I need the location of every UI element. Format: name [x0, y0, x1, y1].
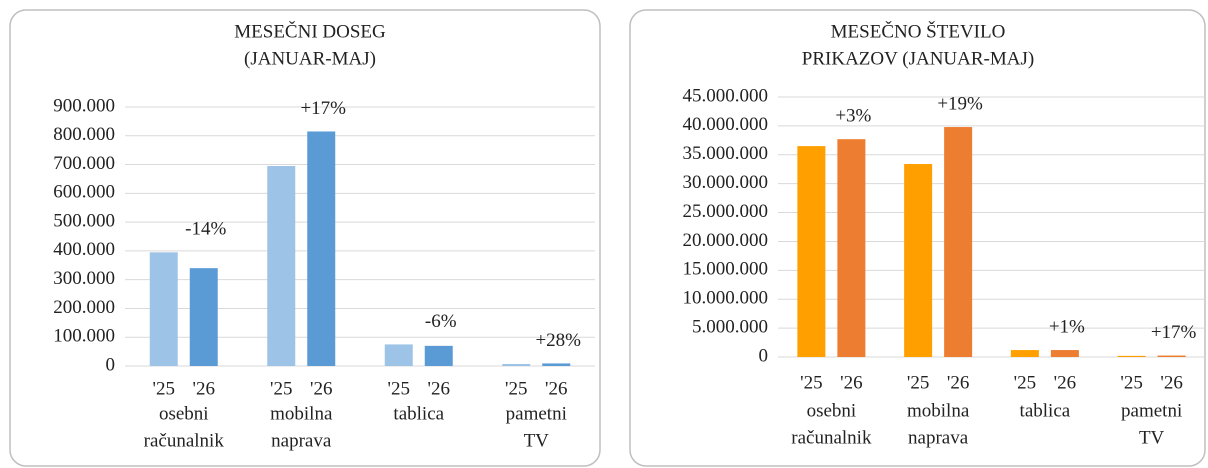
change-label: +28% — [535, 330, 581, 351]
y-tick-label: 100.000 — [53, 326, 115, 347]
bar — [267, 165, 296, 366]
y-tick-label: 45.000.000 — [683, 85, 769, 106]
y-tick-label: 0 — [759, 345, 769, 366]
y-tick-label: 400.000 — [53, 239, 115, 260]
y-tick-label: 300.000 — [53, 268, 115, 289]
bar — [307, 131, 336, 366]
x-tick-label: naprava — [271, 430, 332, 451]
series-label: '25 — [505, 378, 527, 399]
bar — [837, 139, 866, 357]
series-label: '26 — [1054, 372, 1076, 393]
series-label: '25 — [270, 378, 292, 399]
y-tick-label: 200.000 — [53, 297, 115, 318]
y-tick-label: 40.000.000 — [683, 114, 769, 135]
change-label: +17% — [1151, 322, 1197, 343]
y-tick-label: 700.000 — [53, 153, 115, 174]
x-tick-label: osebni — [807, 400, 857, 421]
chart-title: PRIKAZOV (JANUAR-MAJ) — [802, 48, 1034, 69]
bar — [542, 363, 571, 366]
y-tick-label: 0 — [106, 354, 116, 375]
chart-title: (JANUAR-MAJ) — [244, 48, 376, 69]
change-label: +1% — [1049, 316, 1085, 337]
y-tick-label: 500.000 — [53, 210, 115, 231]
bar — [944, 127, 973, 358]
series-label: '25 — [388, 378, 410, 399]
series-label: '25 — [800, 372, 822, 393]
series-label: '26 — [428, 378, 450, 399]
bar — [424, 345, 453, 366]
change-label: +19% — [937, 93, 983, 114]
series-label: '26 — [840, 372, 862, 393]
series-label: '26 — [193, 378, 215, 399]
x-tick-label: osebni — [159, 403, 209, 424]
x-tick-label: pametni — [1121, 400, 1182, 421]
x-tick-label: TV — [524, 430, 550, 451]
series-label: '26 — [310, 378, 332, 399]
y-tick-label: 15.000.000 — [683, 259, 769, 280]
bar — [502, 363, 531, 366]
x-tick-label: računalnik — [791, 427, 872, 448]
change-label: +3% — [835, 106, 871, 127]
x-tick-label: računalnik — [144, 430, 225, 451]
x-tick-label: naprava — [908, 427, 969, 448]
series-label: '25 — [1120, 372, 1142, 393]
bar — [1010, 350, 1039, 357]
y-tick-label: 20.000.000 — [683, 230, 769, 251]
series-label: '26 — [1160, 372, 1182, 393]
y-tick-label: 25.000.000 — [683, 201, 769, 222]
bar — [384, 344, 413, 366]
x-tick-label: mobilna — [270, 403, 333, 424]
x-tick-label: tablica — [393, 403, 444, 424]
chart-title: MESEČNI DOSEG — [234, 20, 386, 42]
x-tick-label: TV — [1139, 427, 1165, 448]
y-tick-label: 30.000.000 — [683, 172, 769, 193]
bar — [189, 268, 218, 366]
change-label: -6% — [425, 311, 457, 332]
y-tick-label: 900.000 — [53, 95, 115, 116]
series-label: '25 — [153, 378, 175, 399]
change-label: -14% — [185, 219, 226, 240]
y-tick-label: 600.000 — [53, 182, 115, 203]
series-label: '25 — [1014, 372, 1036, 393]
bar — [904, 164, 933, 357]
y-tick-label: 800.000 — [53, 124, 115, 145]
bar — [1050, 350, 1079, 357]
change-label: +17% — [300, 98, 346, 119]
chart-title: MESEČNO ŠTEVILO — [831, 20, 1006, 42]
y-tick-label: 10.000.000 — [683, 288, 769, 309]
x-tick-label: pametni — [506, 403, 567, 424]
x-tick-label: tablica — [1020, 400, 1071, 421]
x-tick-label: mobilna — [907, 400, 970, 421]
series-label: '26 — [947, 372, 969, 393]
series-label: '25 — [907, 372, 929, 393]
y-tick-label: 35.000.000 — [683, 143, 769, 164]
series-label: '26 — [545, 378, 567, 399]
y-tick-label: 5.000.000 — [692, 316, 768, 337]
bar — [797, 146, 826, 357]
bar — [1117, 355, 1146, 357]
bar — [149, 252, 178, 366]
bar — [1157, 355, 1186, 357]
